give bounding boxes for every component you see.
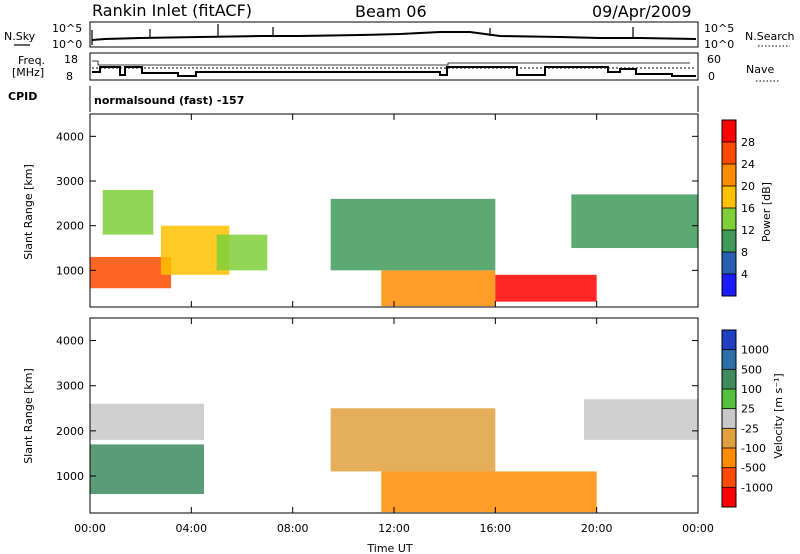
x-axis: 00:00 04:00 08:00 12:00 16:00 20:00 00:00 [74,114,714,535]
power-colorbar-tick: 20 [741,180,755,193]
velocity-data-layer [90,399,698,513]
power-ytick-label: 3000 [56,175,84,188]
freq-label: Freq. [18,54,45,67]
velocity-colorbar-tick: -25 [741,422,759,435]
power-colorbar-swatch [722,208,736,231]
x-tick-label: 08:00 [277,522,309,535]
search-tick-top: 10^5 [704,22,734,35]
nsky-label: N.Sky [4,30,36,43]
noise-panel: N.Sky 10^5 10^0 10^5 10^0 N.Search [4,21,795,51]
velocity-ytick-label: 4000 [56,335,84,348]
velocity-ytick-label: 2000 [56,425,84,438]
power-colorbar-swatch [722,230,736,253]
velocity-ytick-label: 1000 [56,470,84,483]
velocity-colorbar-swatch [722,428,736,449]
velocity-colorbar-tick: -1000 [741,481,773,494]
velocity-region-0 [90,444,204,495]
velocity-colorbar-tick: 500 [741,363,762,376]
freq-tick-bottom: 8 [66,70,73,83]
sky-tick-top: 10^5 [52,22,82,35]
power-data-layer [90,189,698,307]
power-ytick-label: 4000 [56,130,84,143]
power-colorbar-swatch [722,142,736,165]
nave-label: Nave [746,63,774,76]
nave-tick-top: 60 [707,53,721,66]
x-tick-label: 20:00 [581,522,613,535]
velocity-ytick-label: 3000 [56,380,84,393]
power-panel: 4000 3000 2000 1000 Slant Range [km] 28 24 20… [22,113,773,308]
date-label: 09/Apr/2009 [592,2,692,21]
velocity-colorbar-tick: -100 [741,442,766,455]
velocity-region-4 [330,408,496,472]
velocity-colorbar-tick: 25 [741,403,755,416]
velocity-colorbar-swatch [722,349,736,370]
power-ylabel: Slant Range [km] [22,164,35,260]
power-colorbar-tick: 12 [741,224,755,237]
velocity-colorbar [721,329,737,508]
x-tick-label: 04:00 [175,522,207,535]
cpid-label: CPID [8,90,37,103]
velocity-colorbar-swatch [722,330,736,351]
velocity-region-3 [584,399,698,440]
velocity-panel: 4000 3000 2000 1000 Slant Range [km] 1000 50… [22,317,785,514]
velocity-region-2 [381,471,597,513]
velocity-ylabel: Slant Range [km] [22,368,35,464]
x-axis-label: Time UT [366,542,412,554]
velocity-colorbar-swatch [722,487,736,508]
x-tick-label: 00:00 [682,522,714,535]
velocity-colorbar-swatch [722,389,736,410]
x-tick-label: 00:00 [74,522,106,535]
power-colorbar [721,119,737,297]
nsearch-label: N.Search [745,30,795,43]
power-colorbar-swatch [722,252,736,275]
velocity-region-1 [90,403,204,440]
nave-tick-bottom: 0 [708,70,715,83]
velocity-colorbar-label: Velocity [m s⁻¹] [772,373,785,458]
x-tick-label: 16:00 [479,522,511,535]
power-region-7 [571,194,698,249]
power-colorbar-swatch [722,164,736,187]
velocity-colorbar-swatch [722,467,736,488]
beam-label: Beam 06 [355,2,427,21]
power-colorbar-swatch [722,120,736,143]
freq-unit-label: [MHz] [12,66,44,79]
power-colorbar-tick: 24 [741,158,755,171]
freq-tick-top: 18 [64,53,78,66]
power-colorbar-tick: 16 [741,202,755,215]
freq-panel: Freq. [MHz] 18 8 60 0 Nave [12,52,780,83]
velocity-colorbar-tick: 1000 [741,344,769,357]
velocity-colorbar-swatch [722,448,736,469]
velocity-colorbar-tick: -500 [741,462,766,475]
power-colorbar-tick: 8 [741,246,748,259]
velocity-colorbar-swatch [722,369,736,390]
sky-tick-bottom: 10^0 [52,38,82,51]
velocity-colorbar-swatch [722,408,736,429]
power-region-2 [216,234,268,271]
power-colorbar-label: Power [dB] [760,182,773,242]
power-colorbar-tick: 28 [741,136,755,149]
power-region-0 [90,256,172,289]
power-region-4 [381,270,496,307]
power-region-5 [495,274,597,302]
velocity-colorbar-tick: 100 [741,383,762,396]
power-colorbar-swatch [722,186,736,209]
power-ytick-label: 2000 [56,220,84,233]
cpid-text: normalsound (fast) -157 [94,94,244,107]
power-colorbar-tick: 4 [741,268,748,281]
search-tick-bottom: 10^0 [704,38,734,51]
power-colorbar-swatch [722,274,736,297]
power-ytick-label: 1000 [56,264,84,277]
station-title: Rankin Inlet (fitACF) [92,1,252,20]
power-region-6 [330,198,496,271]
power-region-3 [102,189,154,235]
x-tick-label: 12:00 [378,522,410,535]
